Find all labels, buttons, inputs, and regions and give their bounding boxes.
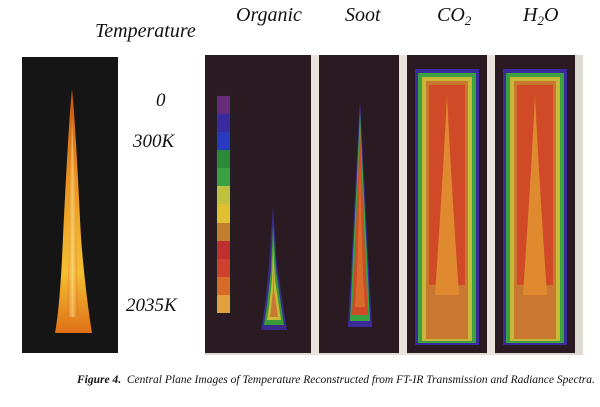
temp-label-2035k: 2035K (126, 295, 177, 316)
header-organic: Organic (236, 4, 302, 26)
header-h2o-subscript: 2 (537, 13, 544, 28)
panel-separator-3 (487, 55, 495, 355)
soot-image (348, 100, 372, 327)
colorbar-segment (217, 276, 230, 295)
colorbar-segment (217, 96, 230, 115)
h2o-image (503, 69, 567, 345)
header-h2o-o: O (543, 4, 559, 26)
header-temperature: Temperature (95, 20, 196, 42)
panel-co2 (407, 55, 487, 353)
h2o-core (523, 95, 547, 295)
header-soot: Soot (345, 4, 381, 26)
figure-caption-text: Central Plane Images of Temperature Reco… (126, 374, 595, 386)
colorbar-segment (217, 150, 230, 169)
header-h2o-h: H (523, 4, 538, 26)
organic-image (261, 205, 287, 330)
temp-label-zero: 0 (156, 90, 166, 111)
header-co2: CO2 (437, 4, 471, 29)
temperature-colorbar (216, 95, 231, 314)
colorbar-segment (217, 132, 230, 151)
panel-h2o (495, 55, 575, 353)
colorbar-segment (217, 258, 230, 277)
colorbar-segment (217, 186, 230, 205)
colorbar-segment (217, 168, 230, 187)
colorbar-segment (217, 204, 230, 223)
colorbar-segment (217, 222, 230, 241)
temp-label-300k: 300K (133, 131, 175, 152)
figure-label: Figure 4. (77, 374, 122, 386)
panel-soot (319, 55, 399, 353)
co2-core (435, 95, 459, 295)
colorbar-segment (217, 114, 230, 133)
flame-photograph (22, 57, 118, 353)
header-co2-text: CO (437, 4, 465, 26)
header-co2-subscript: 2 (464, 13, 472, 28)
colorbar-segment (217, 294, 230, 313)
panel-separator-2 (399, 55, 407, 355)
flame-core (67, 117, 78, 317)
figure-caption: Figure 4. Central Plane Images of Temper… (77, 373, 597, 388)
header-h2o: H2O (523, 4, 558, 29)
colorbar-segment (217, 240, 230, 259)
flame-photo-svg (55, 89, 92, 333)
panel-separator-1 (311, 55, 319, 355)
organic-yellow (267, 245, 281, 320)
soot-orange (355, 165, 365, 307)
organic-orange (270, 265, 278, 317)
co2-image (415, 69, 479, 345)
